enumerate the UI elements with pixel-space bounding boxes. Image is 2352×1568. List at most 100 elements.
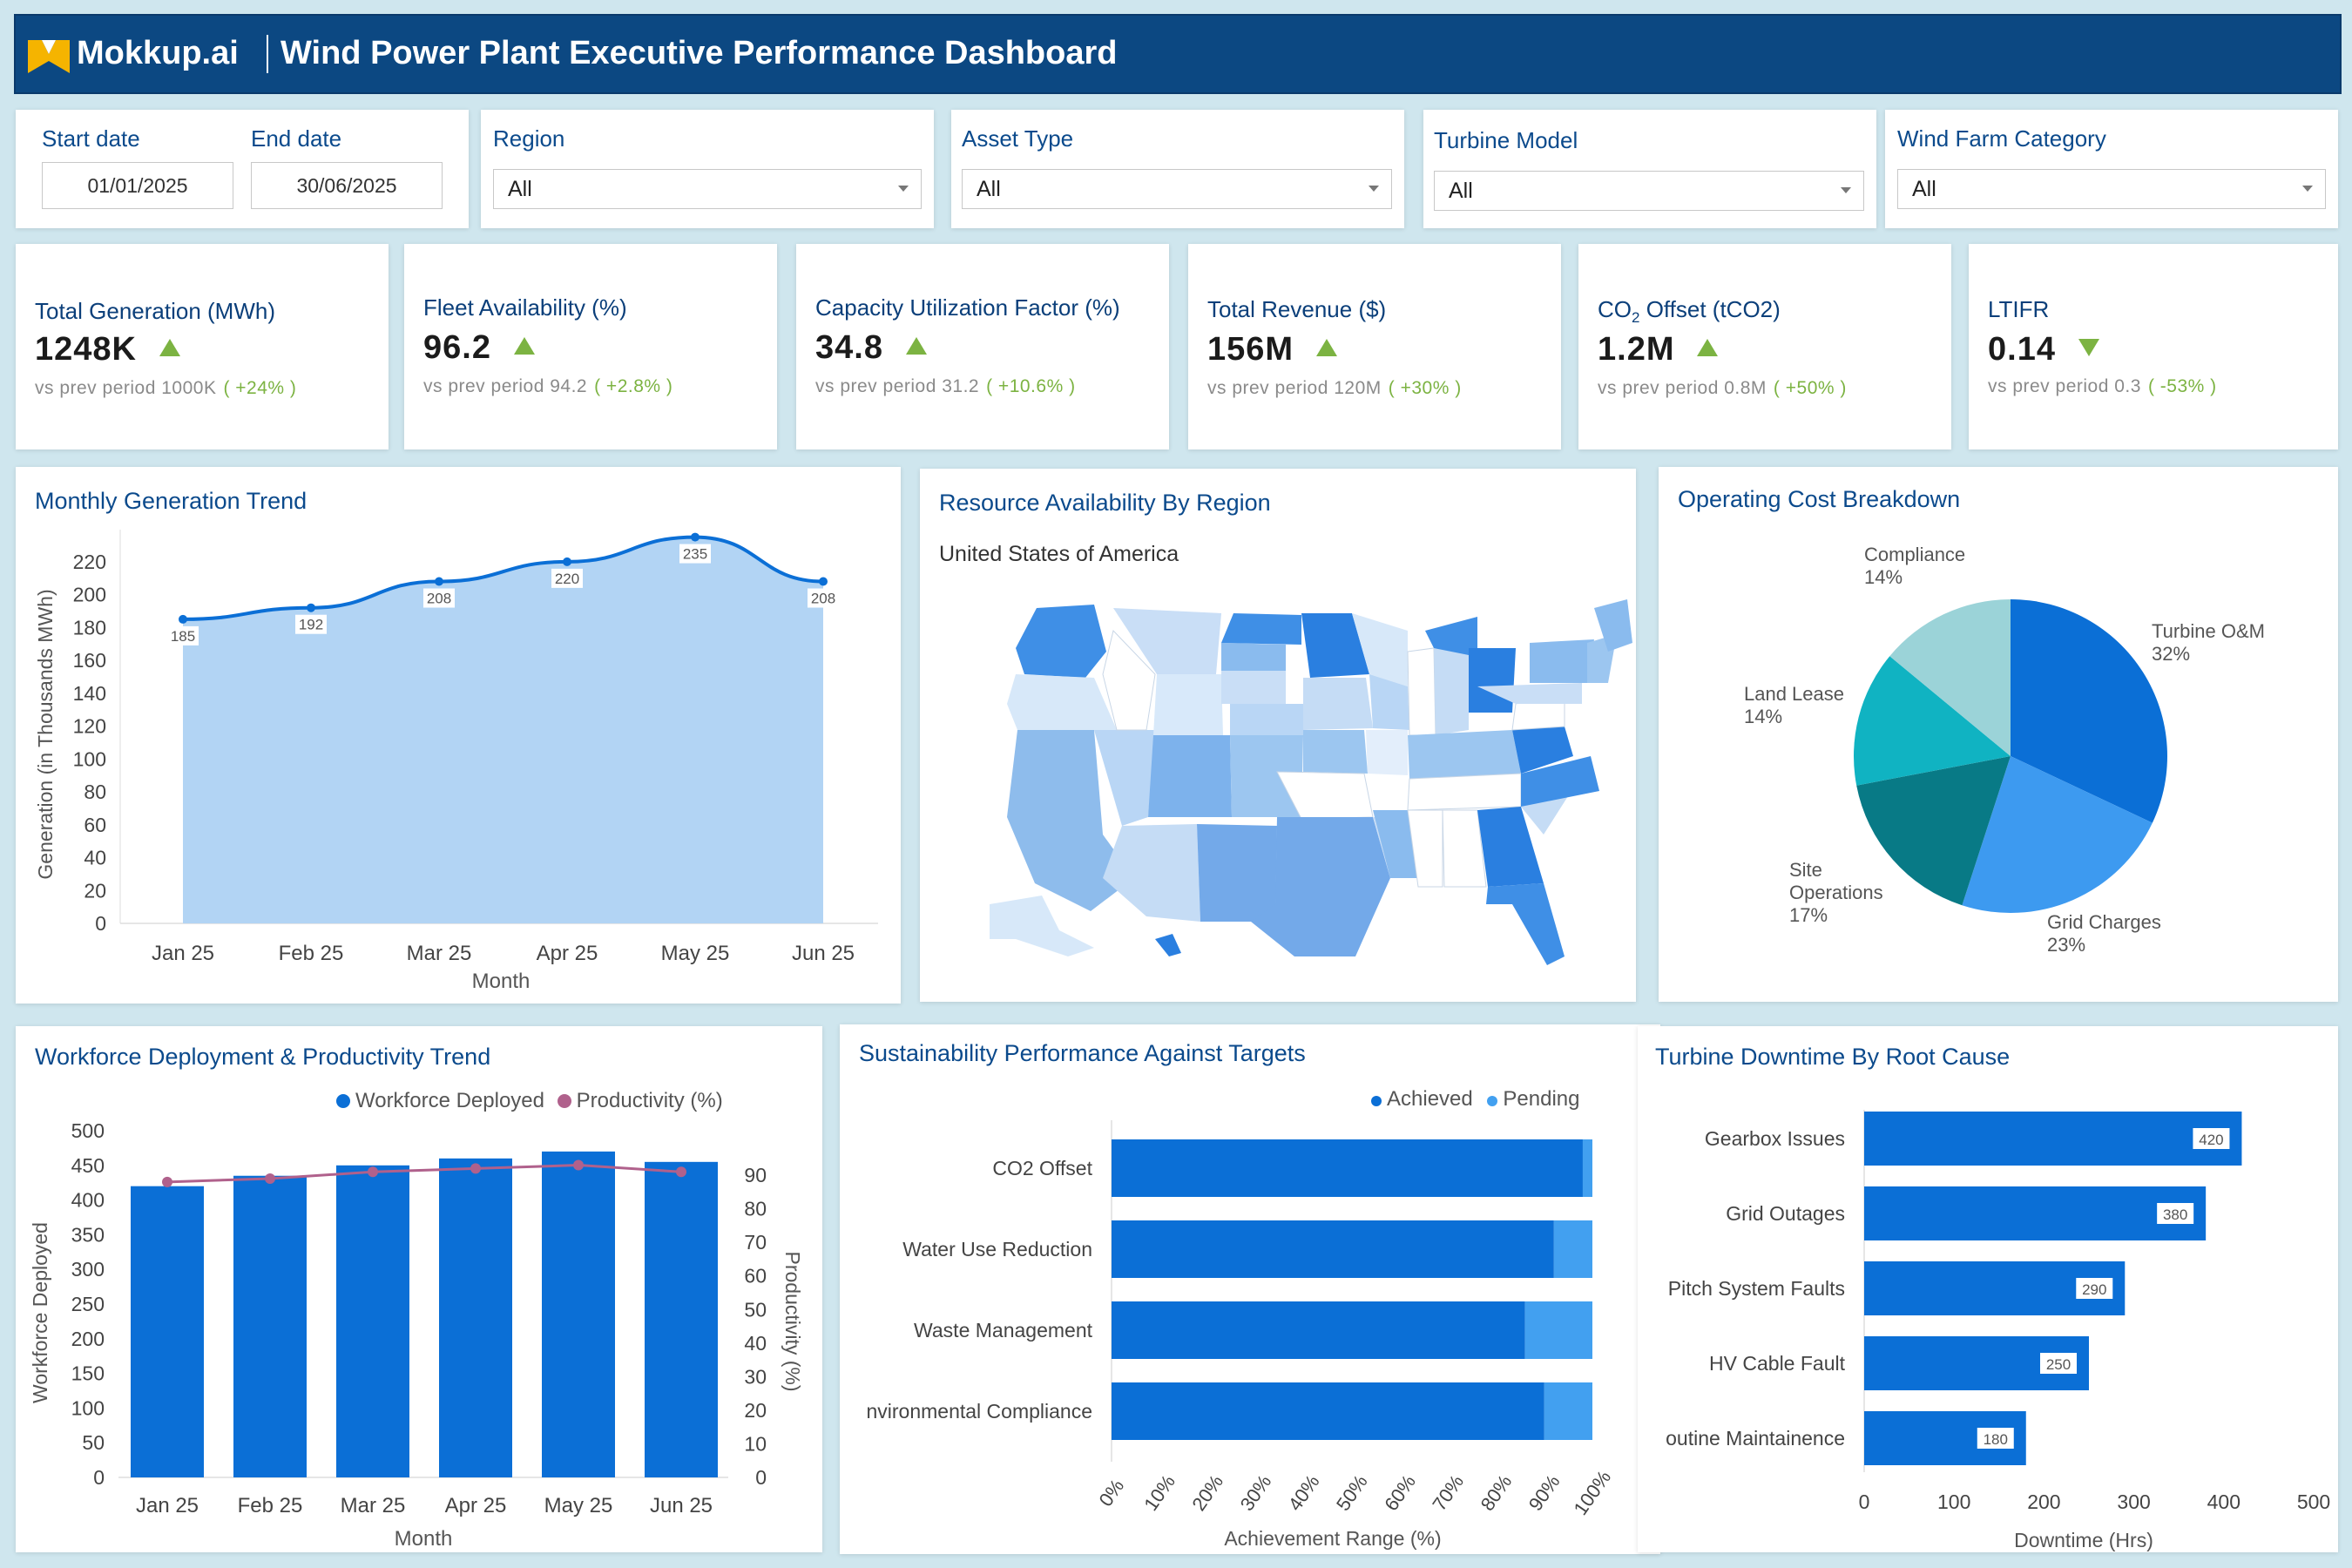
up-arrow-icon [1315, 339, 1337, 356]
x-tick-label: Apr 25 [445, 1494, 507, 1517]
map-region [1221, 643, 1286, 671]
data-label: 180 [1984, 1431, 2008, 1448]
kpi-prev: vs prev period 0.8M [1598, 378, 1767, 398]
workforce-bar[interactable] [336, 1165, 409, 1477]
y-axis-title: Workforce Deployed [29, 1222, 51, 1403]
map-region [1407, 773, 1522, 811]
y-tick-label: 80 [84, 781, 106, 803]
up-arrow-icon [513, 337, 535, 355]
kpi-value: 156M [1207, 331, 1337, 368]
chevron-down-icon [1369, 186, 1379, 192]
productivity-point[interactable] [368, 1166, 378, 1178]
kpi-comparison: vs prev period 1000K ( +24% ) [35, 378, 296, 399]
slice-label: Operations [1789, 882, 1883, 903]
workforce-bar[interactable] [645, 1161, 718, 1477]
productivity-point[interactable] [265, 1173, 275, 1184]
y-tick-label: 500 [71, 1119, 105, 1142]
series-line [182, 535, 824, 621]
data-point[interactable] [179, 614, 187, 624]
x-axis-title: Month [472, 970, 531, 993]
data-point[interactable] [563, 557, 571, 566]
end-date-input[interactable]: 30/06/2025 [251, 162, 443, 209]
x-tick-label: 60% [1380, 1470, 1420, 1514]
map-region [1230, 704, 1303, 735]
sustainability-bar-chart: CO2 Offset Water Use Reduction Waste Manag… [866, 1120, 1615, 1550]
asset-type-select[interactable]: All [962, 169, 1392, 209]
pie-slice[interactable] [1889, 599, 2011, 756]
workforce-bar[interactable] [542, 1151, 615, 1477]
workforce-bar[interactable] [131, 1186, 204, 1477]
map-region [1366, 730, 1408, 775]
y2-tick-label: 50 [744, 1298, 767, 1321]
start-date-input[interactable]: 01/01/2025 [42, 162, 233, 209]
workforce-bar[interactable] [439, 1158, 512, 1477]
pie-slice[interactable] [1962, 756, 2153, 913]
map-region [1148, 735, 1232, 817]
map-region [1303, 730, 1368, 774]
usa-choropleth-map [990, 599, 1632, 965]
data-point[interactable] [819, 577, 828, 586]
y-tick-label: outine Maintainence [1666, 1427, 1845, 1450]
map-region [1425, 617, 1477, 657]
y2-tick-label: 70 [744, 1231, 767, 1254]
data-label: 220 [555, 571, 579, 587]
slice-percent: 23% [2047, 934, 2085, 956]
kpi-value-text: 0.14 [1988, 331, 2056, 368]
data-point[interactable] [435, 577, 443, 586]
x-tick-label: 100 [1937, 1490, 1970, 1513]
slice-percent: 17% [1789, 904, 1828, 926]
productivity-point[interactable] [470, 1163, 481, 1174]
downtime-bar[interactable] [1864, 1186, 2207, 1240]
pending-bar[interactable] [1524, 1301, 1592, 1359]
map-region [1442, 809, 1487, 888]
achieved-bar[interactable] [1112, 1220, 1554, 1278]
data-label: 250 [2046, 1356, 2071, 1373]
kpi-label: CO2 Offset (tCO2) [1598, 296, 1781, 327]
sustainability-card: Sustainability Performance Against Targe… [840, 1024, 1660, 1554]
asset-type-filter-card: Asset Type All [951, 110, 1404, 228]
map-region [1094, 730, 1155, 826]
pending-bar[interactable] [1553, 1220, 1592, 1278]
kpi-prev: vs prev period 0.3 [1988, 376, 2141, 396]
productivity-point[interactable] [573, 1159, 584, 1171]
workforce-bar[interactable] [233, 1175, 307, 1477]
chart-title: Workforce Deployment & Productivity Tren… [35, 1044, 491, 1070]
data-label-bg [2193, 1128, 2230, 1149]
data-label: 420 [2199, 1132, 2223, 1148]
turbine-model-select-value: All [1449, 179, 1473, 203]
productivity-point[interactable] [162, 1176, 172, 1187]
slice-percent: 32% [2152, 643, 2190, 665]
achieved-bar[interactable] [1112, 1301, 1525, 1359]
productivity-point[interactable] [676, 1166, 686, 1178]
region-select-value: All [508, 177, 532, 201]
achieved-bar[interactable] [1112, 1382, 1544, 1440]
pie-slice[interactable] [1854, 656, 2011, 786]
y-tick-label: 0 [93, 1466, 105, 1489]
pie-slice[interactable] [1856, 756, 2011, 906]
monthly-generation-card: Monthly Generation Trend 0 20 40 60 80 100 120… [16, 467, 901, 1004]
turbine-model-select[interactable]: All [1434, 171, 1864, 211]
kpi-label-rest: Offset (tCO2) [1639, 296, 1781, 322]
achieved-bar[interactable] [1112, 1139, 1583, 1197]
data-point[interactable] [691, 532, 700, 542]
y-tick-label: 60 [84, 814, 106, 836]
pending-bar[interactable] [1544, 1382, 1592, 1440]
pie-slice[interactable] [2011, 599, 2167, 823]
data-point[interactable] [307, 603, 315, 612]
x-tick-label: May 25 [544, 1494, 613, 1517]
wind-farm-select[interactable]: All [1897, 169, 2326, 209]
workforce-legend: Workforce Deployed Productivity (%) [336, 1089, 723, 1113]
region-select[interactable]: All [493, 169, 922, 209]
downtime-bar[interactable] [1864, 1112, 2242, 1166]
x-tick-label: 500 [2297, 1490, 2330, 1513]
pending-bar[interactable] [1582, 1139, 1592, 1197]
map-region [1007, 674, 1117, 730]
header-divider [267, 35, 268, 73]
map-region [1477, 683, 1582, 704]
y2-tick-label: 20 [744, 1399, 767, 1422]
legend-item: Achieved [1387, 1087, 1473, 1111]
data-label-bg [2157, 1203, 2194, 1224]
us-states[interactable] [1007, 599, 1632, 965]
kpi-total-revenue: Total Revenue ($) 156M vs prev period 12… [1188, 244, 1561, 449]
x-tick-label: 0% [1094, 1476, 1128, 1511]
